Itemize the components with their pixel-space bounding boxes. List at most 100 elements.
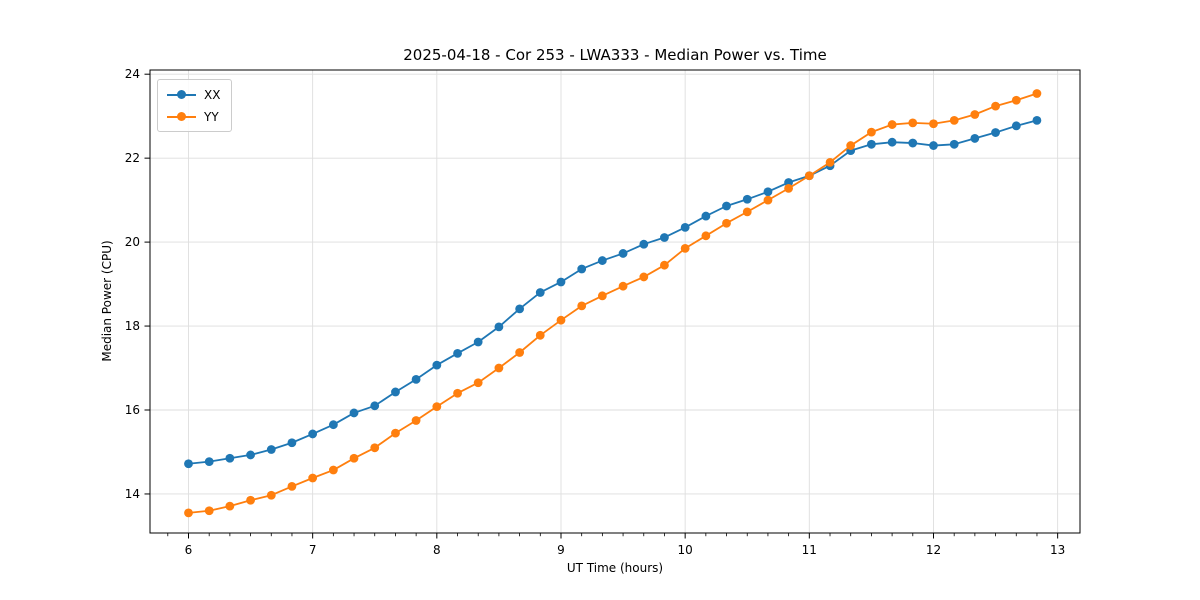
y-tick-label: 16 [125, 403, 140, 417]
data-point [349, 408, 359, 418]
data-point [411, 416, 421, 425]
data-point [515, 348, 525, 357]
data-point [225, 453, 235, 463]
data-point [1011, 121, 1021, 131]
data-point [370, 401, 380, 411]
data-point [867, 127, 876, 137]
data-point [742, 194, 752, 204]
gridlines [150, 70, 1080, 533]
data-point [411, 374, 421, 384]
data-point [473, 337, 483, 347]
legend-label-yy: YY [204, 109, 219, 124]
data-point [680, 223, 690, 232]
legend-item-yy: YY [167, 107, 220, 126]
y-tick-label: 18 [125, 319, 140, 333]
data-point [804, 171, 814, 181]
data-point [597, 256, 607, 265]
data-point [204, 506, 214, 516]
series-line [188, 119, 1038, 465]
plot-border [149, 69, 1081, 534]
y-axis-label: Median Power (CPU) [100, 240, 114, 362]
chart-title: 2025-04-18 - Cor 253 - LWA333 - Median P… [403, 46, 827, 64]
data-point [639, 272, 649, 282]
data-point [742, 207, 752, 217]
data-point [1032, 115, 1042, 125]
data-point [660, 260, 669, 270]
x-tick-label: 6 [185, 543, 193, 557]
data-point [535, 288, 545, 297]
data-point [287, 482, 297, 491]
data-point [908, 118, 918, 128]
data-point [246, 450, 255, 460]
data-point [184, 459, 193, 469]
legend: XX YY [157, 79, 233, 132]
data-point [515, 304, 525, 314]
data-point [556, 315, 566, 325]
data-point [204, 457, 214, 467]
data-point [494, 322, 504, 332]
data-point [887, 120, 897, 129]
data-point [784, 183, 793, 193]
data-point [184, 508, 193, 518]
data-point [970, 110, 980, 119]
legend-line-marker-icon [167, 111, 196, 122]
data-point [722, 218, 731, 228]
x-tick-label: 8 [433, 543, 441, 557]
x-tick-label: 11 [802, 543, 817, 557]
data-point [308, 473, 318, 483]
data-point [722, 201, 731, 211]
data-point [535, 330, 545, 340]
data-point [1032, 89, 1042, 98]
data-point [225, 501, 235, 511]
data-point [618, 281, 628, 291]
data-point [701, 231, 711, 241]
data-point [887, 137, 897, 147]
data-point [991, 128, 1000, 137]
data-point [266, 490, 276, 500]
data-point [763, 187, 773, 197]
x-axis-label: UT Time (hours) [566, 561, 664, 575]
data-point [1011, 95, 1021, 105]
data-point [639, 239, 649, 249]
data-point [970, 134, 980, 143]
x-tick-label: 7 [309, 543, 317, 557]
x-tick-label: 10 [678, 543, 693, 557]
legend-line-marker-icon [167, 89, 196, 100]
data-point [287, 438, 297, 448]
data-point [846, 141, 856, 150]
data-point [432, 402, 442, 412]
data-point [391, 387, 400, 397]
data-point [494, 363, 504, 373]
y-tick-label: 22 [125, 151, 140, 165]
data-point [328, 465, 338, 475]
x-tick-label: 9 [557, 543, 565, 557]
data-point [453, 388, 462, 398]
data-point [473, 378, 483, 388]
data-point [929, 119, 938, 129]
y-tick-label: 20 [125, 235, 140, 249]
data-point [432, 360, 442, 370]
y-tick-label: 24 [125, 67, 140, 81]
axes-ticks: 6 7 8 9 10 11 12 13 14 16 18 20 22 24 [125, 67, 1066, 557]
y-tick-label: 14 [125, 487, 140, 501]
series-line [188, 92, 1038, 514]
data-point [453, 348, 462, 358]
data-point [266, 445, 276, 454]
data-point [660, 233, 669, 242]
data-point [991, 101, 1000, 111]
data-point [701, 211, 711, 221]
data-point [949, 139, 959, 149]
data-point [246, 495, 255, 505]
data-point [370, 443, 380, 453]
x-tick-label: 12 [926, 543, 941, 557]
series-yy [184, 89, 1042, 518]
data-point [328, 420, 338, 430]
data-point [597, 291, 607, 301]
data-point [680, 243, 690, 253]
data-point [908, 138, 918, 148]
data-point [391, 428, 400, 438]
data-point [618, 249, 628, 258]
data-point [577, 264, 587, 274]
